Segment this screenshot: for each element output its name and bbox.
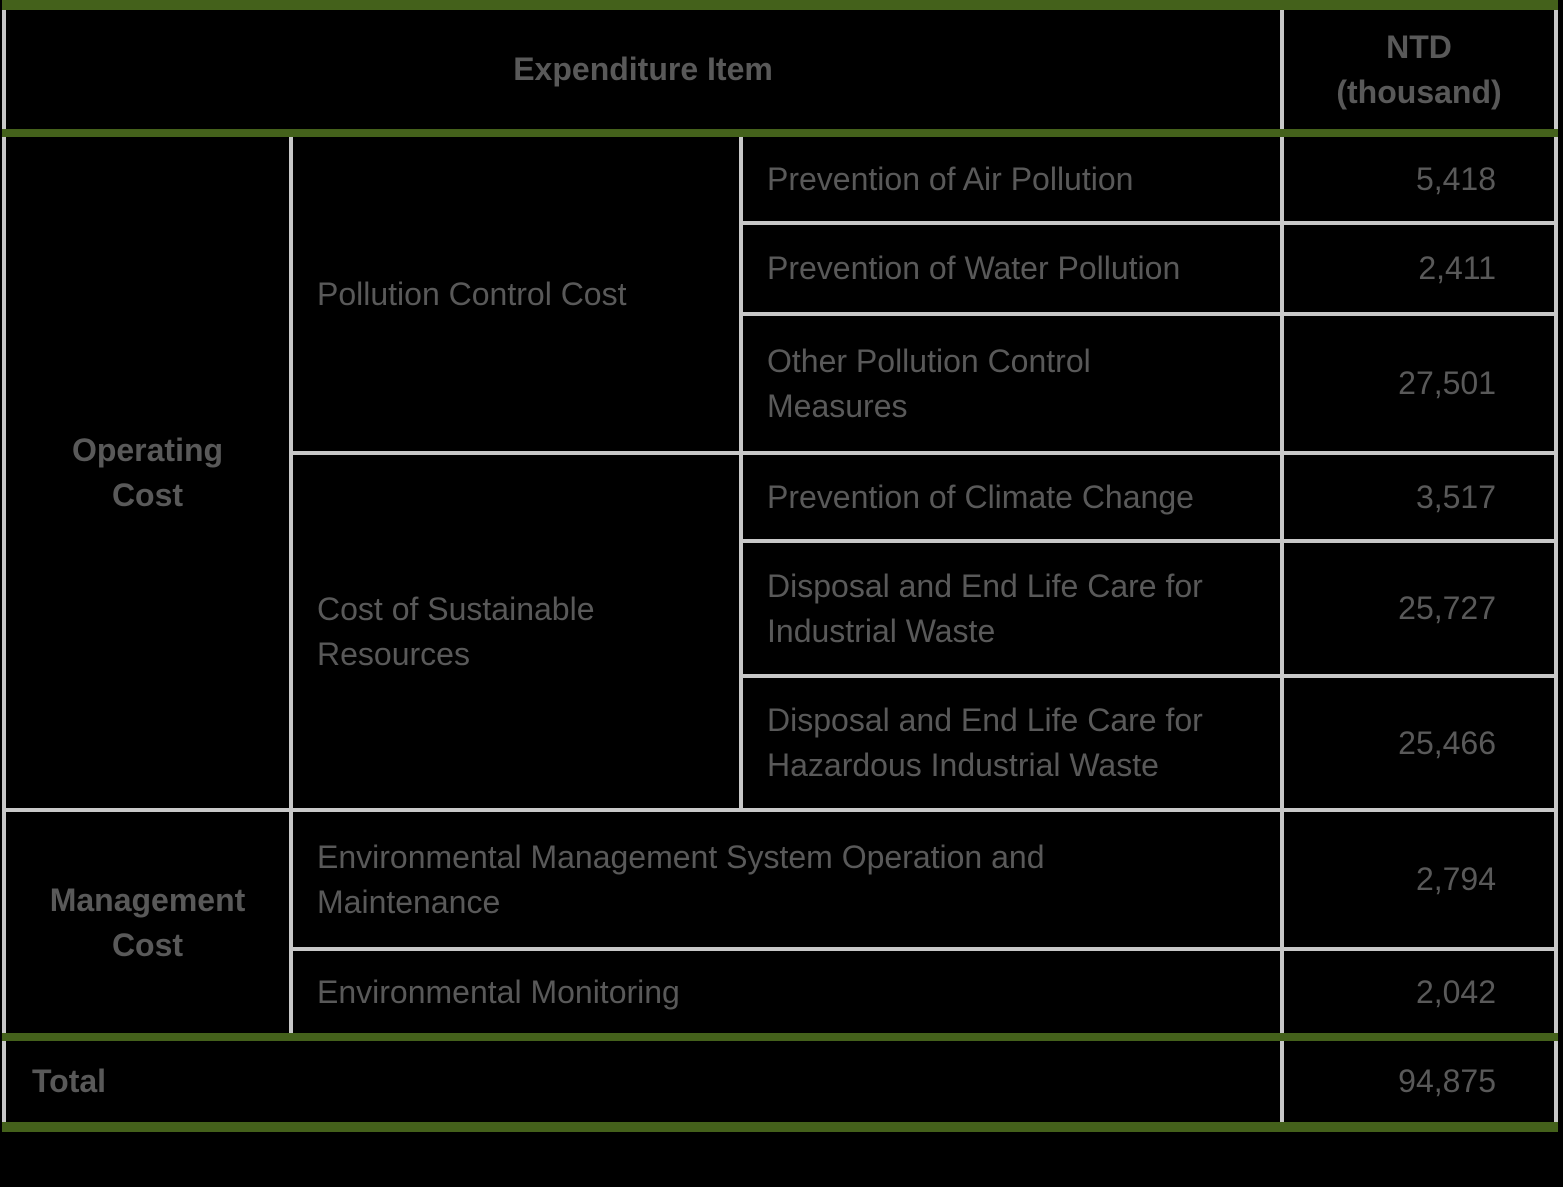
total-row: Total 94,875 xyxy=(1,1033,1559,1132)
table-row: Prevention of Water Pollution 2,411 xyxy=(4,221,1559,316)
value-disposal-industrial-waste: 25,727 xyxy=(1280,539,1559,678)
value-prevention-of-water-pollution: 2,411 xyxy=(1280,221,1559,316)
table-row: Cost of Sustainable Resources Prevention… xyxy=(4,451,1559,812)
value-prevention-of-climate-change: 3,517 xyxy=(1280,451,1559,543)
table-row: Disposal and End Life Care for Hazardous… xyxy=(4,674,1559,812)
header-row: Expenditure Item NTD (thousand) xyxy=(1,0,1559,137)
group-management-cost: Management Cost xyxy=(2,808,293,1039)
item-other-pollution-control-measures: Other Pollution Control Measures xyxy=(738,312,1285,455)
item-disposal-industrial-waste: Disposal and End Life Care for Industria… xyxy=(738,539,1285,678)
header-expenditure-item: Expenditure Item xyxy=(1,0,1285,137)
item-environmental-management-system: Environmental Management System Operatio… xyxy=(288,808,1285,951)
item-prevention-of-water-pollution: Prevention of Water Pollution xyxy=(738,221,1285,316)
table-row: Environmental Monitoring 2,042 xyxy=(4,947,1559,1039)
item-prevention-of-climate-change: Prevention of Climate Change xyxy=(738,451,1285,543)
value-prevention-of-air-pollution: 5,418 xyxy=(1280,131,1559,225)
subgroup-pollution-control-cost: Pollution Control Cost xyxy=(289,131,743,455)
value-disposal-hazardous-industrial-waste: 25,466 xyxy=(1280,674,1559,812)
value-other-pollution-control-measures: 27,501 xyxy=(1280,312,1559,455)
total-value: 94,875 xyxy=(1280,1033,1559,1132)
expenditure-table: Expenditure Item NTD (thousand) Operatin… xyxy=(1,0,1559,1132)
table-row: Management Cost Environmental Management… xyxy=(2,808,1559,1039)
total-label: Total xyxy=(1,1033,1285,1132)
value-environmental-monitoring: 2,042 xyxy=(1280,947,1559,1039)
table-row: Operating Cost Pollution Control Cost Pr… xyxy=(2,131,1559,812)
subgroup-cost-of-sustainable-resources: Cost of Sustainable Resources xyxy=(289,451,743,812)
value-environmental-management-system: 2,794 xyxy=(1280,808,1559,951)
item-environmental-monitoring: Environmental Monitoring xyxy=(288,947,1285,1039)
item-disposal-hazardous-industrial-waste: Disposal and End Life Care for Hazardous… xyxy=(738,674,1285,812)
table-row: Disposal and End Life Care for Industria… xyxy=(4,539,1559,678)
header-ntd-thousand: NTD (thousand) xyxy=(1280,0,1559,137)
table-row: Other Pollution Control Measures 27,501 xyxy=(4,312,1559,455)
group-operating-cost: Operating Cost xyxy=(2,131,293,812)
item-prevention-of-air-pollution: Prevention of Air Pollution xyxy=(738,131,1285,225)
